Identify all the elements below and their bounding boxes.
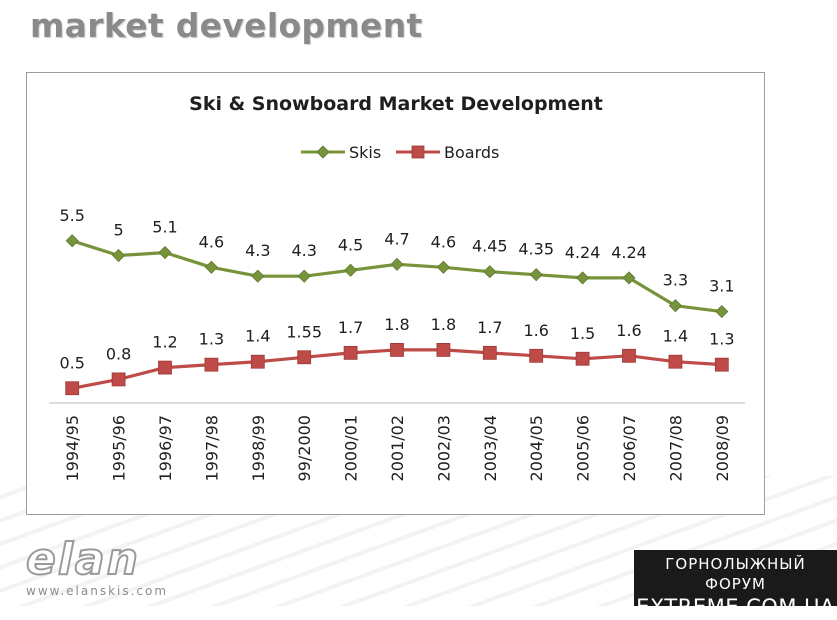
skis-data-label: 5 xyxy=(114,221,124,240)
legend-marker-skis xyxy=(316,145,330,159)
boards-data-label: 1.6 xyxy=(616,321,641,340)
skis-point xyxy=(622,271,636,285)
forum-domain: EXTREME.COM.UA xyxy=(636,595,835,619)
skis-point xyxy=(297,269,311,283)
skis-data-label: 3.1 xyxy=(709,277,734,296)
boards-data-label: 0.5 xyxy=(59,353,84,372)
boards-point xyxy=(529,348,544,363)
x-tick-label: 1995/96 xyxy=(110,415,129,481)
skis-point xyxy=(204,260,218,274)
boards-point xyxy=(65,381,80,396)
x-tick-label: 1994/95 xyxy=(63,415,82,481)
skis-point xyxy=(112,248,126,263)
x-tick-label: 2002/03 xyxy=(434,415,453,481)
boards-data-label: 1.4 xyxy=(245,327,270,346)
boards-point xyxy=(714,357,729,372)
boards-data-label: 1.7 xyxy=(338,318,363,337)
boards-point xyxy=(343,345,358,360)
x-tick-label: 2008/09 xyxy=(713,415,732,481)
x-tick-label: 2006/07 xyxy=(620,415,639,481)
boards-point xyxy=(622,348,636,363)
boards-point xyxy=(204,357,219,372)
boards-point xyxy=(111,372,126,387)
boards-data-label: 1.3 xyxy=(199,330,224,349)
skis-point xyxy=(158,245,172,260)
boards-point xyxy=(390,342,404,357)
x-tick-label: 2004/05 xyxy=(527,415,546,481)
boards-point xyxy=(575,351,590,366)
logo-wordmark: elan xyxy=(25,534,140,585)
forum-name: ГОРНОЛЫЖНЫЙ ФОРУМ xyxy=(665,555,806,593)
x-tick-label: 99/2000 xyxy=(295,415,314,481)
skis-data-label: 4.24 xyxy=(565,243,601,262)
x-tick-label: 1998/99 xyxy=(249,415,268,481)
boards-point xyxy=(436,342,451,357)
forum-watermark: ГОРНОЛЫЖНЫЙ ФОРУМ EXTREME.COM.UA xyxy=(634,550,837,619)
skis-data-label: 4.5 xyxy=(338,235,363,254)
skis-point xyxy=(483,265,497,279)
skis-data-label: 4.3 xyxy=(291,241,316,260)
boards-data-label: 1.4 xyxy=(663,327,688,346)
skis-data-label: 5.5 xyxy=(59,206,84,225)
logo-url: www.elanskis.com xyxy=(26,584,169,598)
skis-data-label: 3.3 xyxy=(663,271,688,290)
skis-data-label: 4.6 xyxy=(431,232,456,251)
elan-logo: elan www.elanskis.com xyxy=(25,534,169,599)
skis-point xyxy=(668,299,682,313)
skis-data-label: 4.45 xyxy=(472,237,508,256)
skis-point xyxy=(715,304,729,319)
boards-point xyxy=(250,354,265,369)
skis-data-label: 5.1 xyxy=(152,218,177,237)
x-tick-label: 1996/97 xyxy=(156,415,175,481)
legend-label-skis: Skis xyxy=(349,143,381,162)
chart-title: Ski & Snowboard Market Development xyxy=(189,93,603,115)
x-tick-label: 2007/08 xyxy=(666,415,685,481)
boards-data-label: 1.55 xyxy=(286,322,322,341)
x-tick-label: 2003/04 xyxy=(481,415,500,481)
skis-point xyxy=(436,260,450,274)
boards-data-label: 1.8 xyxy=(384,315,409,334)
line-chart: Ski & Snowboard Market Development Skis Bo… xyxy=(49,93,745,481)
legend-marker-boards xyxy=(411,145,425,159)
skis-data-label: 4.3 xyxy=(245,241,270,260)
boards-data-label: 1.7 xyxy=(477,318,502,337)
boards-point xyxy=(297,350,312,365)
skis-data-label: 4.35 xyxy=(518,240,554,259)
x-tick-label: 2005/06 xyxy=(574,415,593,481)
skis-data-label: 4.7 xyxy=(384,229,409,248)
boards-data-label: 1.5 xyxy=(570,324,595,343)
skis-point xyxy=(65,234,79,248)
boards-data-label: 0.8 xyxy=(106,344,131,363)
skis-point xyxy=(529,268,543,282)
boards-data-label: 1.3 xyxy=(709,330,734,349)
boards-data-label: 1.2 xyxy=(152,333,177,352)
x-tick-label: 2000/01 xyxy=(342,415,361,481)
chart-frame: Ski & Snowboard Market Development Skis Bo… xyxy=(26,72,765,515)
skis-point xyxy=(576,271,590,285)
slide-title: market development xyxy=(30,6,423,45)
x-tick-label: 1997/98 xyxy=(202,415,221,481)
x-tick-label: 2001/02 xyxy=(388,415,407,481)
boards-point xyxy=(482,345,497,360)
boards-point xyxy=(668,354,683,369)
skis-data-label: 4.6 xyxy=(199,232,224,251)
boards-data-label: 1.8 xyxy=(431,315,456,334)
skis-data-label: 4.24 xyxy=(611,243,647,262)
skis-point xyxy=(344,263,358,277)
skis-point xyxy=(251,269,265,283)
boards-point xyxy=(158,360,172,375)
boards-data-label: 1.6 xyxy=(523,321,548,340)
skis-point xyxy=(390,257,404,271)
legend-label-boards: Boards xyxy=(444,143,499,162)
